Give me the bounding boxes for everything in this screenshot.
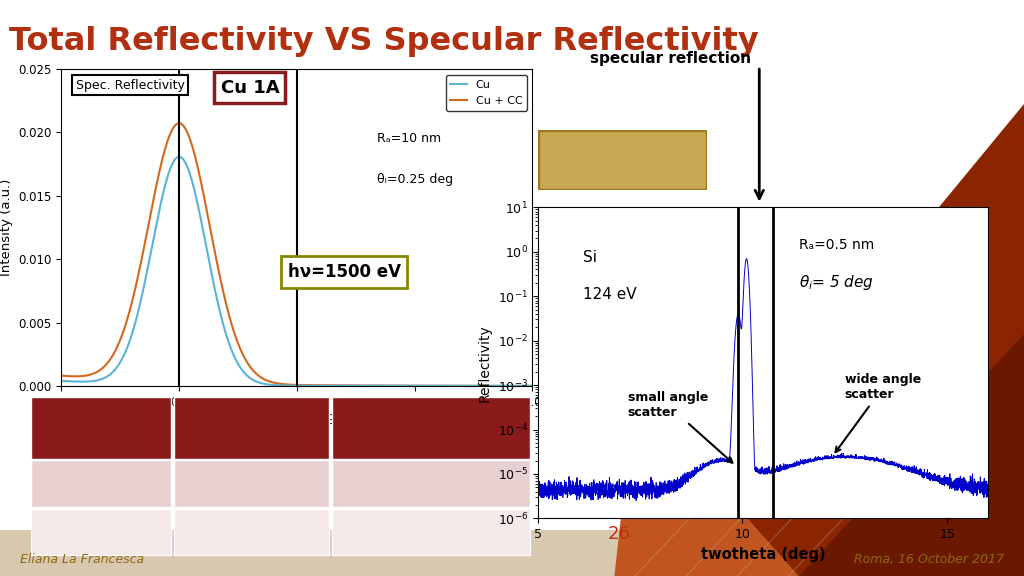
Text: hν=1500 eV: hν=1500 eV bbox=[288, 263, 400, 281]
Text: Sample: Sample bbox=[74, 422, 129, 434]
Text: Si: Si bbox=[583, 249, 597, 264]
Text: Rₐ=10 nm: Rₐ=10 nm bbox=[377, 132, 441, 145]
FancyBboxPatch shape bbox=[332, 397, 530, 458]
Text: Cu 1A: Cu 1A bbox=[220, 78, 280, 97]
Text: 0.61: 0.61 bbox=[236, 476, 268, 491]
Text: wide angle
scatter: wide angle scatter bbox=[836, 373, 921, 452]
X-axis label: twotheta (deg): twotheta (deg) bbox=[700, 547, 825, 562]
X-axis label: Reflection angle θᵣ (deg): Reflection angle θᵣ (deg) bbox=[215, 414, 379, 427]
Polygon shape bbox=[635, 104, 1024, 576]
Text: Cu 1A + CC: Cu 1A + CC bbox=[58, 525, 144, 540]
Text: Spec. Reflectivity: Spec. Reflectivity bbox=[76, 78, 184, 92]
FancyBboxPatch shape bbox=[174, 397, 330, 458]
FancyBboxPatch shape bbox=[0, 0, 1024, 530]
FancyBboxPatch shape bbox=[332, 460, 530, 507]
Text: Specular
Reflectivity: Specular Reflectivity bbox=[209, 414, 295, 442]
Text: Rₐ=0.5 nm: Rₐ=0.5 nm bbox=[799, 238, 874, 252]
FancyBboxPatch shape bbox=[538, 130, 707, 190]
FancyBboxPatch shape bbox=[31, 509, 171, 555]
Text: 26: 26 bbox=[608, 525, 631, 543]
Text: Eliana La Francesca: Eliana La Francesca bbox=[20, 554, 144, 566]
Text: 124 eV: 124 eV bbox=[583, 287, 636, 302]
Y-axis label: Intensity (a.u.): Intensity (a.u.) bbox=[0, 179, 12, 276]
Text: specular reflection: specular reflection bbox=[590, 51, 752, 66]
Text: 0.73: 0.73 bbox=[415, 476, 447, 491]
FancyBboxPatch shape bbox=[174, 460, 330, 507]
FancyBboxPatch shape bbox=[332, 509, 530, 555]
Text: Total
Reflectivity: Total Reflectivity bbox=[388, 414, 474, 442]
FancyBboxPatch shape bbox=[31, 397, 171, 458]
Text: Total Reflectivity VS Specular Reflectivity: Total Reflectivity VS Specular Reflectiv… bbox=[9, 26, 759, 57]
Y-axis label: Reflectivity: Reflectivity bbox=[478, 324, 492, 401]
Polygon shape bbox=[614, 392, 799, 576]
Text: $\theta_i$= 5 deg: $\theta_i$= 5 deg bbox=[799, 272, 874, 291]
Text: 0.78: 0.78 bbox=[236, 525, 268, 540]
Text: 0.90: 0.90 bbox=[415, 525, 447, 540]
Text: Cu 1A: Cu 1A bbox=[80, 476, 123, 491]
FancyBboxPatch shape bbox=[31, 460, 171, 507]
Polygon shape bbox=[799, 334, 1024, 576]
FancyBboxPatch shape bbox=[174, 509, 330, 555]
Legend: Cu, Cu + CC: Cu, Cu + CC bbox=[445, 75, 527, 111]
Text: $R_a$= 10 nm: $R_a$= 10 nm bbox=[557, 148, 687, 172]
Text: Roma, 16 October 2017: Roma, 16 October 2017 bbox=[854, 554, 1004, 566]
Text: small angle
scatter: small angle scatter bbox=[628, 391, 732, 463]
Text: θᵢ=0.25 deg: θᵢ=0.25 deg bbox=[377, 173, 454, 187]
